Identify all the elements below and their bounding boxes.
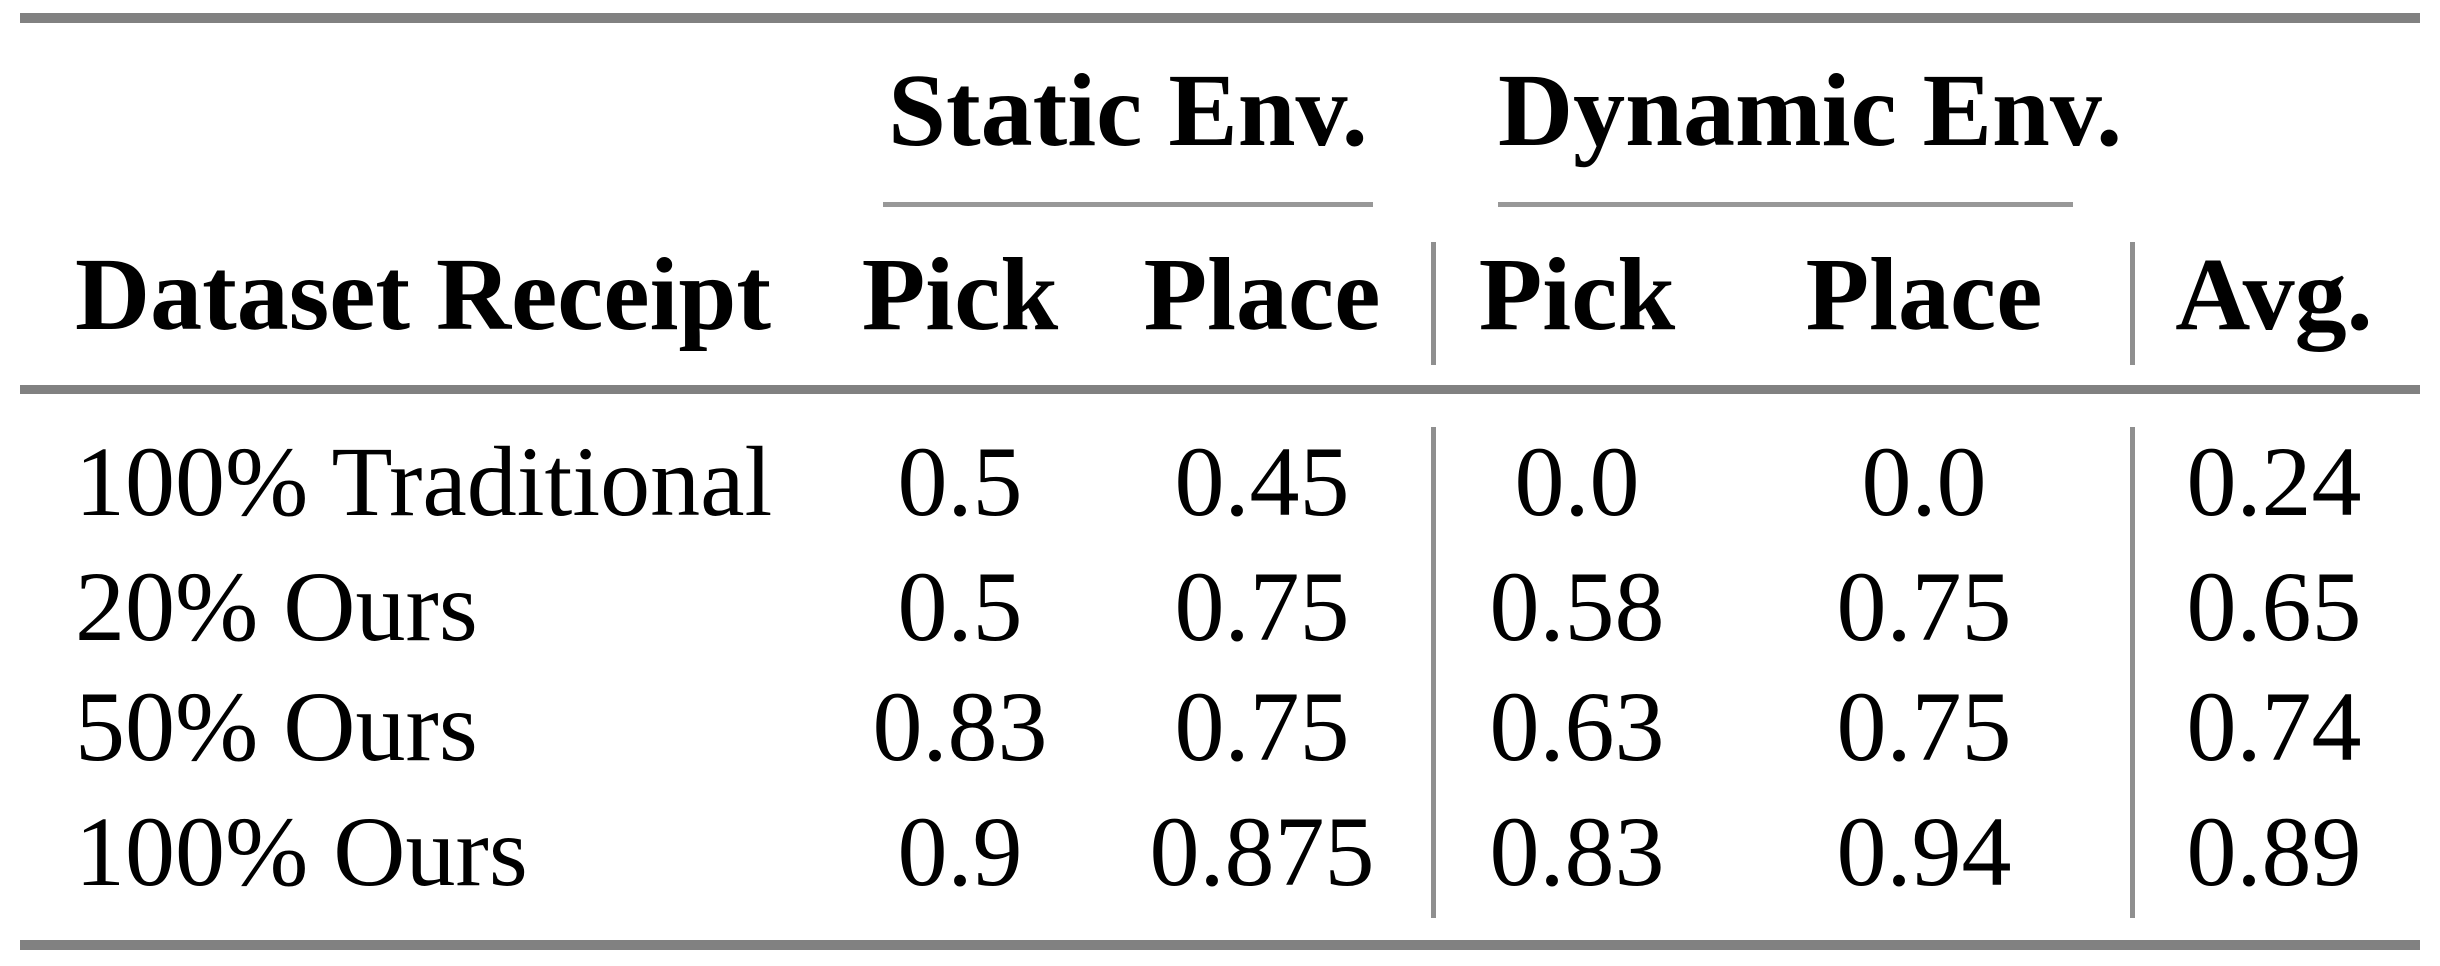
cell-static-place: 0.75 xyxy=(1174,671,1350,782)
table-header-rule xyxy=(20,385,2420,394)
separator-static-dynamic-header xyxy=(1431,242,1436,365)
cell-static-pick: 0.5 xyxy=(897,426,1023,537)
cell-dynamic-place: 0.0 xyxy=(1861,426,1987,537)
cell-static-place: 0.875 xyxy=(1149,796,1375,907)
header-dataset-receipt: Dataset Receipt xyxy=(75,237,771,352)
cell-static-place: 0.75 xyxy=(1174,551,1350,662)
cell-avg: 0.89 xyxy=(2186,796,2362,907)
cell-static-pick: 0.5 xyxy=(897,551,1023,662)
cell-avg: 0.24 xyxy=(2186,426,2362,537)
cell-dynamic-place: 0.94 xyxy=(1836,796,2012,907)
cell-avg: 0.74 xyxy=(2186,671,2362,782)
cell-dynamic-place: 0.75 xyxy=(1836,671,2012,782)
separator-dynamic-avg-body xyxy=(2130,427,2135,918)
table-top-rule xyxy=(20,13,2420,23)
cell-dynamic-place: 0.75 xyxy=(1836,551,2012,662)
static-env-underline xyxy=(883,202,1373,207)
cell-dynamic-pick: 0.63 xyxy=(1489,671,1665,782)
header-avg: Avg. xyxy=(2175,237,2373,352)
cell-dynamic-pick: 0.0 xyxy=(1514,426,1640,537)
cell-static-place: 0.45 xyxy=(1174,426,1350,537)
cell-static-pick: 0.83 xyxy=(872,671,1048,782)
column-group-static-env: Static Env. xyxy=(888,53,1368,168)
separator-dynamic-avg-header xyxy=(2130,242,2135,365)
column-group-dynamic-env: Dynamic Env. xyxy=(1498,53,2123,168)
dynamic-env-underline xyxy=(1498,202,2073,207)
row-label: 50% Ours xyxy=(75,671,478,782)
row-label: 100% Traditional xyxy=(75,426,773,537)
header-dynamic-place: Place xyxy=(1805,237,2043,352)
header-static-pick: Pick xyxy=(861,237,1059,352)
row-label: 100% Ours xyxy=(75,796,528,907)
table-bottom-rule xyxy=(20,940,2420,950)
cell-dynamic-pick: 0.83 xyxy=(1489,796,1665,907)
header-dynamic-pick: Pick xyxy=(1478,237,1676,352)
cell-avg: 0.65 xyxy=(2186,551,2362,662)
row-label: 20% Ours xyxy=(75,551,478,662)
separator-static-dynamic-body xyxy=(1431,427,1436,918)
cell-static-pick: 0.9 xyxy=(897,796,1023,907)
cell-dynamic-pick: 0.58 xyxy=(1489,551,1665,662)
header-static-place: Place xyxy=(1143,237,1381,352)
